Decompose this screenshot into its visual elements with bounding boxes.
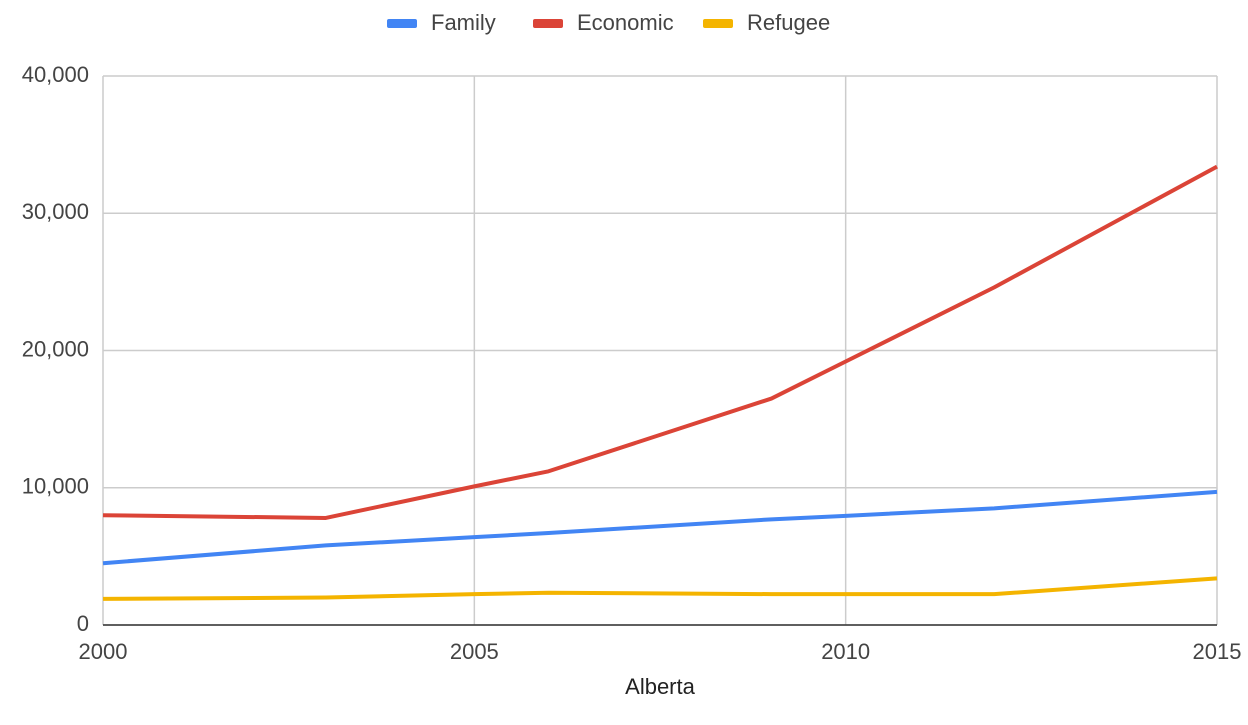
legend-swatch (533, 19, 563, 28)
series-line (102, 489, 1218, 566)
legend-swatch (387, 19, 417, 28)
y-tick-label: 0 (77, 611, 89, 636)
series-line (102, 576, 1218, 601)
x-tick-label: 2000 (79, 639, 128, 664)
legend-swatch (703, 19, 733, 28)
legend-label: Economic (577, 10, 674, 35)
x-axis-title: Alberta (625, 674, 695, 699)
y-tick-label: 40,000 (22, 62, 89, 87)
x-tick-label: 2005 (450, 639, 499, 664)
y-tick-label: 20,000 (22, 336, 89, 361)
y-tick-label: 10,000 (22, 474, 89, 499)
legend-label: Refugee (747, 10, 830, 35)
series-line (102, 164, 1218, 520)
y-tick-label: 30,000 (22, 199, 89, 224)
legend-label: Family (431, 10, 496, 35)
x-tick-label: 2015 (1193, 639, 1242, 664)
x-tick-label: 2010 (821, 639, 870, 664)
